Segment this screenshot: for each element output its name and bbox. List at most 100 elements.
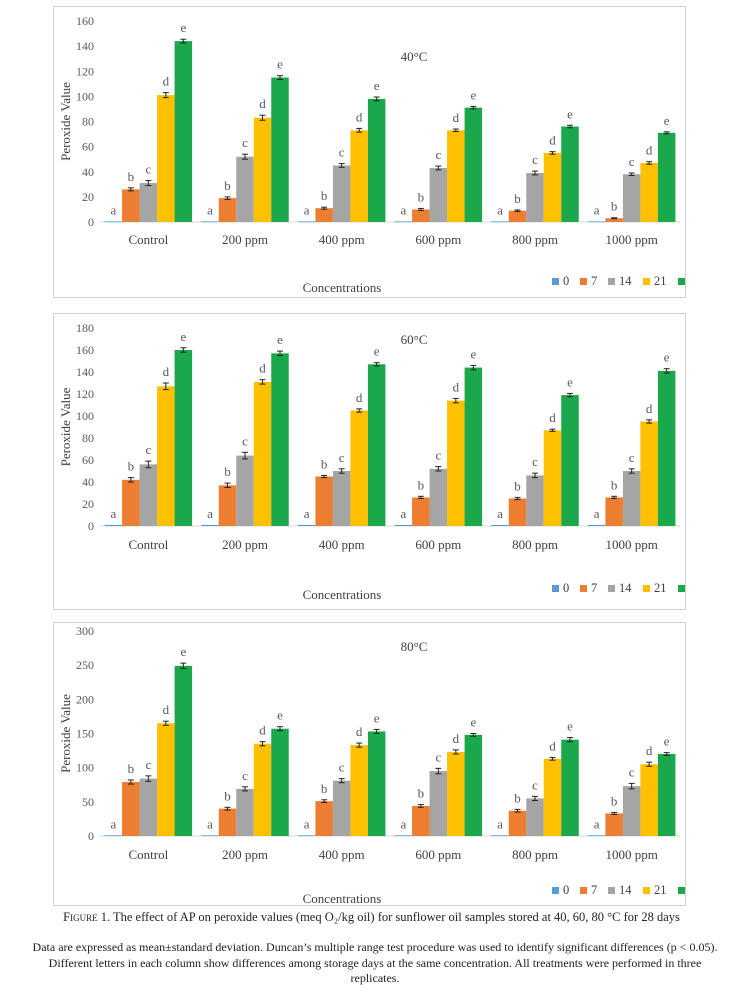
y-tick-label: 50: [82, 795, 94, 809]
bar-0-4: [491, 524, 509, 526]
significance-letter: e: [664, 113, 670, 128]
y-tick-label: 150: [76, 727, 94, 741]
bar-7-0: [122, 189, 140, 222]
bar-14-2: [332, 471, 351, 526]
significance-letter: c: [435, 749, 441, 764]
legend-swatch-21: [643, 887, 650, 894]
bar-28-3: [464, 734, 483, 836]
bar-7-2: [315, 801, 333, 836]
bar-21-2: [350, 745, 368, 836]
bar-28-2: [367, 364, 386, 526]
bar-7-3: [412, 497, 430, 526]
bar-14-5: [622, 786, 641, 836]
significance-letter: c: [339, 760, 345, 775]
bar-14-0: [139, 778, 158, 836]
category-label: 800 ppm: [512, 232, 558, 247]
significance-letter: c: [435, 448, 441, 463]
bar-0-1: [201, 835, 219, 837]
significance-letter: d: [356, 724, 363, 739]
bar-0-2: [297, 835, 316, 837]
bar-7-3: [412, 805, 430, 836]
y-tick-label: 120: [76, 64, 94, 78]
bar-0-3: [394, 524, 413, 526]
significance-letter: c: [435, 147, 441, 162]
bar-21-1: [253, 381, 272, 526]
significance-letter: a: [304, 202, 310, 217]
significance-letter: c: [629, 450, 635, 465]
significance-letter: b: [321, 781, 328, 796]
bar-28-5: [657, 754, 676, 836]
significance-letter: b: [128, 761, 135, 776]
significance-letter: d: [259, 96, 266, 111]
bar-0-1: [201, 221, 219, 223]
legend-swatch-21: [643, 278, 650, 285]
significance-letter: a: [594, 202, 600, 217]
y-tick-label: 80: [82, 431, 94, 445]
significance-letter: b: [321, 456, 328, 471]
significance-letter: b: [514, 191, 521, 206]
bar-21-1: [253, 743, 272, 836]
significance-letter: c: [532, 152, 538, 167]
bar-7-1: [218, 198, 237, 222]
bar-0-5: [587, 524, 606, 526]
y-tick-label: 100: [76, 761, 94, 775]
significance-letter: d: [163, 702, 170, 717]
significance-letter: b: [128, 169, 135, 184]
significance-letter: d: [259, 723, 266, 738]
bar-21-2: [350, 130, 368, 222]
bar-21-4: [543, 758, 562, 836]
significance-letter: e: [277, 708, 283, 723]
significance-letter: e: [374, 344, 380, 359]
significance-letter: c: [532, 454, 538, 469]
bar-21-0: [157, 723, 175, 836]
significance-letter: a: [110, 816, 116, 831]
bar-0-2: [297, 524, 316, 526]
figure-label: Figure 1.: [63, 910, 111, 924]
y-tick-label: 140: [76, 39, 94, 53]
bar-28-1: [271, 353, 289, 526]
category-label: 1000 ppm: [605, 847, 657, 862]
bar-28-0: [174, 665, 193, 836]
category-label: 800 ppm: [512, 847, 558, 862]
y-tick-label: 140: [76, 365, 94, 379]
legend-swatch-0: [552, 278, 559, 285]
legend-label-7: 7: [591, 883, 597, 897]
y-tick-label: 60: [82, 140, 94, 154]
bar-28-4: [561, 739, 579, 836]
y-tick-label: 160: [76, 14, 94, 28]
significance-letter: d: [549, 133, 556, 148]
y-tick-label: 120: [76, 387, 94, 401]
chart-title: 40°C: [401, 49, 428, 64]
chart-title: 80°C: [401, 639, 428, 654]
significance-letter: e: [277, 332, 283, 347]
significance-letter: b: [128, 459, 135, 474]
bar-0-5: [587, 221, 606, 223]
x-axis-label: Concentrations: [303, 280, 382, 295]
legend-label-14: 14: [619, 274, 632, 288]
significance-letter: c: [629, 154, 635, 169]
y-tick-label: 0: [88, 215, 94, 229]
significance-letter: c: [145, 162, 151, 177]
y-tick-label: 40: [82, 165, 94, 179]
significance-letter: c: [339, 145, 345, 160]
significance-letter: e: [470, 715, 476, 730]
category-label: 400 ppm: [319, 847, 365, 862]
significance-letter: a: [207, 816, 213, 831]
bar-14-2: [332, 780, 351, 836]
legend-label-21: 21: [654, 581, 667, 595]
significance-letter: e: [180, 20, 186, 35]
bar-21-5: [640, 764, 658, 836]
legend-swatch-7: [580, 585, 587, 592]
bar-0-3: [394, 221, 413, 223]
significance-letter: a: [207, 506, 213, 521]
significance-letter: d: [163, 74, 170, 89]
significance-letter: e: [567, 719, 573, 734]
y-tick-label: 300: [76, 624, 94, 638]
bar-0-4: [491, 221, 509, 223]
bar-28-5: [657, 370, 676, 526]
significance-letter: a: [304, 506, 310, 521]
bar-7-1: [218, 485, 237, 526]
bar-21-4: [543, 430, 562, 526]
